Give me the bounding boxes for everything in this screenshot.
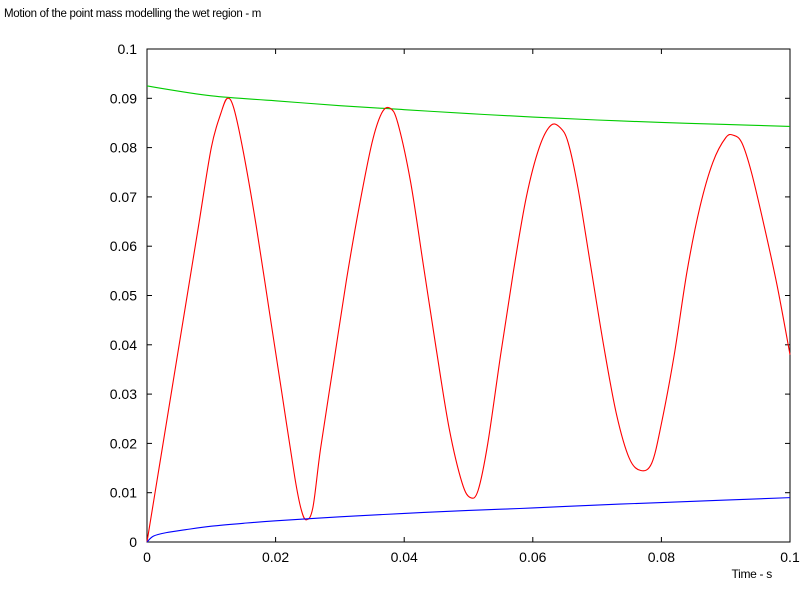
series-layer bbox=[146, 85, 791, 543]
y-tick-label: 0 bbox=[129, 534, 137, 550]
x-tick-label: 0.06 bbox=[519, 549, 546, 565]
x-tick-label: 0 bbox=[143, 549, 151, 565]
chart-title: Motion of the point mass modelling the w… bbox=[4, 8, 262, 20]
y-tick-label: 0.09 bbox=[110, 90, 137, 106]
series-line-2 bbox=[146, 497, 791, 543]
y-tick-label: 0.03 bbox=[110, 386, 137, 402]
x-axis: 0 0.02 0.04 0.06 0.08 0.1 bbox=[143, 49, 800, 565]
x-tick-label: 0.08 bbox=[648, 549, 675, 565]
x-tick-label: 0.02 bbox=[262, 549, 289, 565]
y-tick-label: 0.04 bbox=[110, 337, 137, 353]
x-tick-label: 0.04 bbox=[391, 549, 418, 565]
y-tick-label: 0.07 bbox=[110, 189, 137, 205]
y-tick-label: 0.02 bbox=[110, 435, 137, 451]
series-line-1 bbox=[146, 97, 791, 543]
x-axis-label: Time - s bbox=[732, 567, 773, 581]
y-axis: 0 0.01 0.02 0.03 0.04 0.05 0.06 0.07 0.08 0.09 0.1 bbox=[110, 41, 790, 550]
y-tick-label: 0.05 bbox=[110, 288, 137, 304]
y-tick-label: 0.1 bbox=[118, 41, 138, 57]
y-tick-label: 0.08 bbox=[110, 140, 137, 156]
y-tick-label: 0.01 bbox=[110, 485, 137, 501]
series-line-0 bbox=[146, 85, 791, 127]
x-tick-label: 0.1 bbox=[780, 549, 800, 565]
y-tick-label: 0.06 bbox=[110, 238, 137, 254]
